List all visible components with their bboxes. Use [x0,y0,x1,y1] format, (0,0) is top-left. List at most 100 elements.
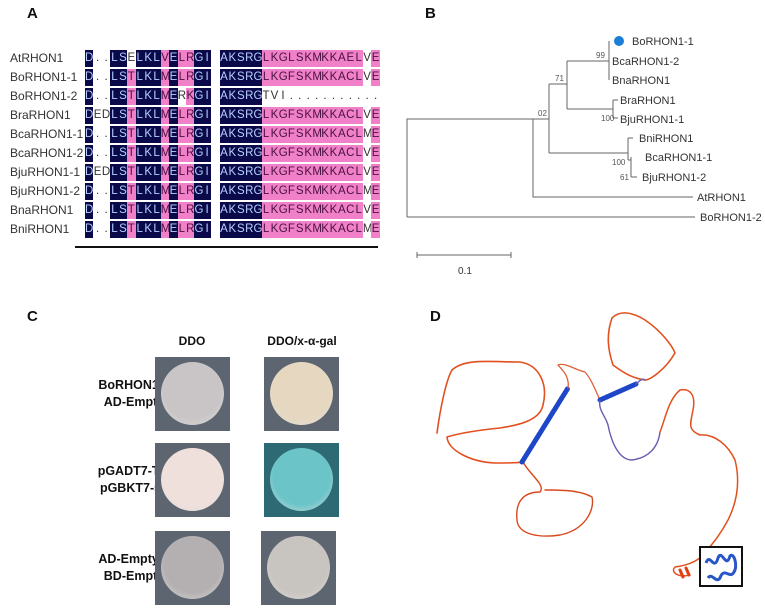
residue-cell: S [295,126,304,143]
residue-cell: M [312,183,321,200]
residue-cell: G [194,221,203,238]
construct-label-line: pGBKT7-53 [99,481,169,495]
residue-cell: E [169,145,178,162]
branch [549,137,637,178]
tree-leaf: BoRHON1-2 [700,212,762,224]
residue-cell: T [127,107,136,124]
residue-cell: K [143,126,153,143]
residue-cell [211,221,220,238]
bootstrap-value: 61 [620,173,629,182]
residue-cell: G [194,145,203,162]
residue-cell: . [346,88,355,105]
residue-cell: . [329,88,338,105]
inset-helix-domain [704,553,738,582]
residue-cell: S [118,202,128,219]
residue-cell: L [354,221,363,238]
yeast-colony [270,362,333,425]
residue-cell: G [253,50,262,67]
residue-cell: L [152,69,161,86]
construct-label-line: BD-Empty [103,569,165,583]
coil-loop [516,461,594,537]
residue-cell: A [337,107,347,124]
residue-cell: L [135,107,144,124]
residue-cell: K [228,183,237,200]
residue-cell: C [346,69,355,86]
residue-cell: A [219,69,229,86]
residue-cell: A [219,126,229,143]
panel-label-a: A [27,5,38,22]
residue-cell: I [202,126,212,143]
residue-cell: K [228,69,237,86]
residue-cell: K [329,107,338,124]
residue-cell: S [236,202,246,219]
residue-cell: D [85,221,94,238]
residue-cell: S [295,69,304,86]
residue-cell: F [287,69,296,86]
coil-loop [598,378,661,461]
residue-cell: K [228,126,237,143]
bootstrap-value: 100 [601,114,615,123]
construct-label: AD-Empty + BD-Empty [74,551,194,585]
residue-cell: E [169,164,178,181]
yeast-plate-image [264,443,339,517]
residue-cell: M [160,202,170,219]
residue-cell: M [362,221,372,238]
residue-cell: E [371,145,380,162]
residue-cell: K [329,164,338,181]
residue-cell: L [177,107,187,124]
residue-cell: T [261,88,271,105]
residue-cell: L [152,50,161,67]
residue-cell: L [152,145,161,162]
residue-cell: R [245,164,254,181]
residue-cell: . [101,88,111,105]
residue-cell: S [295,202,304,219]
sequence-name: BnaRHON1 [10,203,74,217]
residue-cell: S [118,69,128,86]
residue-cell: V [362,50,372,67]
residue-cell: A [337,69,347,86]
residue-cell: D [85,164,94,181]
residue-cell: . [303,88,313,105]
alpha-helix [519,385,571,465]
residue-cell: I [202,88,212,105]
residue-cell: L [135,183,144,200]
sequence-name: BoRHON1-2 [10,89,78,103]
residue-cell: D [85,202,94,219]
residue-cell: L [261,221,271,238]
coil-loop [436,360,546,464]
residue-cell: . [101,202,111,219]
residue-cell: D [85,107,94,124]
residue-cell: L [110,107,119,124]
residue-cell: R [245,183,254,200]
coil-loop [659,388,739,577]
residue-cell: L [261,126,271,143]
residue-cell: D [85,126,94,143]
residue-cell: I [202,202,212,219]
residue-cell: K [329,202,338,219]
residue-cell: D [85,88,94,105]
yeast-colony [161,362,224,425]
residue-cell: A [219,107,229,124]
branch [533,84,550,153]
residue-cell: S [118,183,128,200]
residue-cell: L [261,145,271,162]
residue-cell: L [354,107,363,124]
residue-cell: C [346,107,355,124]
residue-cell: . [312,88,321,105]
residue-cell: K [270,126,279,143]
residue-cell: C [346,221,355,238]
residue-cell: K [329,183,338,200]
residue-cell: . [295,88,304,105]
residue-cell: G [278,221,288,238]
residue-cell: A [219,221,229,238]
panel-label-b: B [425,5,436,22]
residue-cell: C [346,126,355,143]
residue-cell: . [320,88,330,105]
residue-cell: R [177,88,187,105]
yeast-plate-image [264,357,339,431]
residue-cell: K [143,145,153,162]
residue-cell: G [278,126,288,143]
residue-cell: G [253,69,262,86]
tree-leaf: AtRHON1 [697,192,746,204]
residue-cell: L [135,221,144,238]
